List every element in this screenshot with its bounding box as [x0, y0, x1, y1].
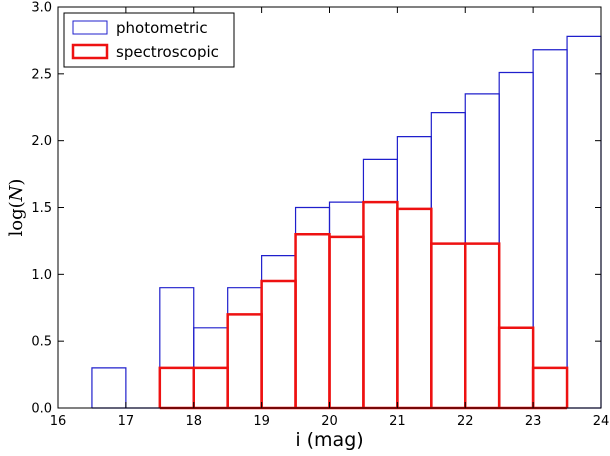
- bar-photometric: [261, 255, 297, 408]
- bar-photometric: [328, 201, 365, 408]
- legend-swatch-spectroscopic: [71, 43, 109, 60]
- x-tick-label: 20: [321, 414, 338, 429]
- spectroscopic-series: [158, 200, 569, 410]
- x-tick-label: 17: [118, 414, 135, 429]
- legend-label-spectroscopic: spectroscopic: [116, 43, 219, 61]
- x-tick-label: 18: [185, 414, 202, 429]
- bar-photometric: [498, 71, 534, 408]
- bar-spectroscopic: [396, 207, 433, 408]
- y-tick-label: 3.0: [31, 1, 52, 16]
- y-tick-label: 1.5: [31, 201, 52, 216]
- bar-photometric: [294, 206, 331, 408]
- x-tick-label: 23: [525, 414, 542, 429]
- photometric-series: [91, 35, 602, 409]
- y-tick-label: 1.0: [31, 268, 52, 283]
- bar-spectroscopic: [328, 235, 365, 408]
- x-tick-label: 24: [593, 414, 610, 429]
- legend: photometric spectroscopic: [63, 12, 235, 68]
- x-tick-label: 22: [457, 414, 474, 429]
- x-tick-label: 16: [50, 414, 67, 429]
- bar-photometric: [464, 93, 500, 408]
- y-tick-label: 0.0: [31, 402, 52, 417]
- bar-photometric: [566, 35, 602, 408]
- y-tick-label: 0.5: [31, 335, 52, 350]
- y-axis: 0.0 0.5 1.0 1.5 2.0 2.5 3.0: [31, 1, 601, 417]
- legend-label-photometric: photometric: [116, 19, 208, 37]
- bar-photometric: [396, 136, 432, 408]
- x-tick-label: 21: [389, 414, 406, 429]
- bar-spectroscopic: [192, 366, 229, 408]
- bar-spectroscopic: [430, 242, 467, 408]
- y-tick-label: 2.5: [31, 67, 52, 82]
- bar-spectroscopic: [362, 200, 399, 408]
- legend-swatch-photometric: [72, 20, 108, 35]
- bar-photometric: [430, 111, 466, 408]
- bar-spectroscopic: [294, 232, 331, 408]
- bar-photometric: [159, 287, 195, 408]
- y-axis-label: log(N): [6, 179, 27, 237]
- bar-spectroscopic: [260, 279, 297, 408]
- bar-spectroscopic: [497, 326, 535, 408]
- bar-spectroscopic: [531, 366, 569, 408]
- bar-photometric: [362, 158, 398, 408]
- bar-photometric: [91, 367, 127, 408]
- x-tick-label: 19: [253, 414, 270, 429]
- bar-photometric: [532, 49, 568, 408]
- bar-spectroscopic: [226, 313, 263, 408]
- bar-spectroscopic: [464, 242, 501, 408]
- bar-spectroscopic: [158, 366, 195, 408]
- y-tick-label: 2.0: [31, 134, 52, 149]
- x-axis: 16 17 18 19 20 21 22 23 24: [50, 7, 610, 429]
- x-axis-label: i (mag): [295, 429, 363, 451]
- bar-photometric: [227, 287, 263, 408]
